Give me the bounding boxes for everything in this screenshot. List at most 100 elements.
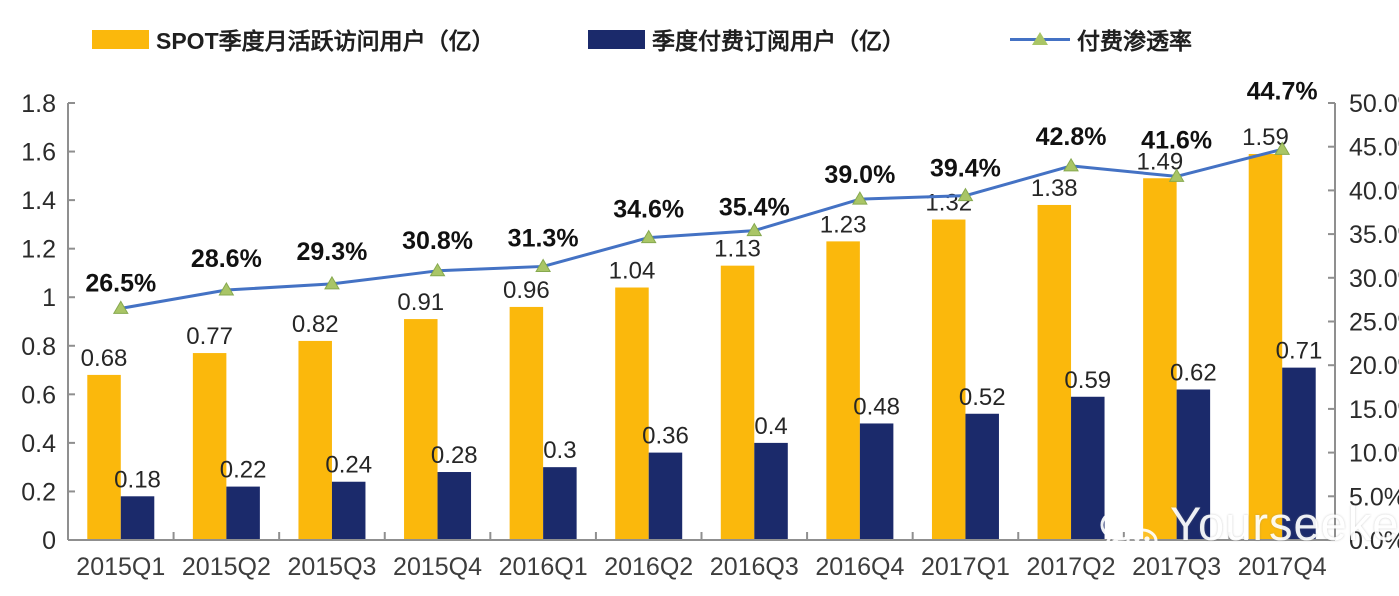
mau-value-label-2015Q1: 0.68	[81, 345, 128, 372]
penetration-value-label-2016Q2: 34.6%	[613, 196, 684, 224]
mau-bar-2015Q2	[192, 353, 227, 540]
mau-value-label-2015Q2: 0.77	[186, 323, 233, 350]
left-axis-tick-label: 0.8	[21, 333, 56, 361]
x-axis-label-2017Q4: 2017Q4	[1238, 553, 1327, 581]
subs-value-label-2015Q4: 0.28	[431, 442, 478, 469]
subs-value-label-2017Q3: 0.62	[1170, 359, 1217, 386]
right-axis-tick-label: 0.0%	[1349, 527, 1399, 555]
penetration-legend-swatch	[1010, 29, 1070, 49]
subs-bar-2015Q2	[226, 486, 260, 540]
right-axis-tick-label: 5.0%	[1349, 483, 1399, 511]
subs-value-label-2015Q1: 0.18	[114, 466, 161, 493]
penetration-value-label-2017Q4: 44.7%	[1247, 77, 1318, 105]
subs-value-label-2017Q1: 0.52	[959, 384, 1006, 411]
legend-item-penetration: 付费渗透率	[1010, 22, 1192, 56]
penetration-marker-2015Q1	[112, 300, 129, 314]
right-axis-tick-label: 35.0%	[1349, 221, 1399, 249]
penetration-marker-2016Q4	[852, 191, 868, 205]
left-axis-tick-label: 0.4	[21, 430, 56, 458]
mau-bar-2016Q3	[720, 265, 755, 540]
x-axis-label-2017Q2: 2017Q2	[1027, 553, 1116, 581]
mau-value-label-2015Q4: 0.91	[397, 289, 444, 316]
mau-legend-label: SPOT季度月活跃访问用户（亿）	[156, 28, 495, 54]
penetration-legend-label: 付费渗透率	[1077, 28, 1192, 54]
right-axis-tick-label: 20.0%	[1349, 352, 1399, 380]
mau-value-label-2016Q3: 1.13	[714, 236, 761, 263]
penetration-marker-2017Q3	[1168, 168, 1185, 182]
left-axis-tick-label: 1	[42, 284, 56, 312]
subs-value-label-2016Q1: 0.3	[543, 437, 576, 464]
mau-bar-2015Q1	[87, 374, 121, 540]
x-axis-label-2017Q1: 2017Q1	[921, 553, 1010, 581]
right-axis-tick-label: 10.0%	[1349, 440, 1399, 468]
penetration-marker-2015Q3	[324, 275, 340, 290]
penetration-value-label-2015Q2: 28.6%	[191, 245, 262, 273]
right-axis-tick-label: 45.0%	[1349, 134, 1399, 162]
x-axis-label-2015Q2: 2015Q2	[182, 553, 271, 581]
penetration-marker-2015Q2	[218, 282, 235, 296]
subscribers-legend-label: 季度付费订阅用户（亿）	[652, 28, 905, 54]
right-axis-tick-label: 25.0%	[1349, 309, 1399, 337]
x-axis-label-2015Q4: 2015Q4	[393, 553, 482, 581]
left-axis-tick-label: 0	[42, 527, 56, 555]
penetration-value-label-2015Q1: 26.5%	[85, 269, 156, 297]
left-axis-tick-label: 1.6	[21, 139, 56, 167]
mau-bar-2017Q3	[1143, 178, 1177, 540]
subs-bar-2017Q2	[1071, 396, 1105, 540]
penetration-marker-2017Q1	[957, 187, 974, 202]
subs-value-label-2017Q4: 0.71	[1276, 338, 1323, 365]
penetration-value-label-2016Q4: 39.0%	[824, 161, 895, 189]
subs-bar-2016Q1	[543, 467, 577, 540]
subs-value-label-2016Q4: 0.48	[853, 393, 900, 420]
mau-bar-2017Q4	[1248, 153, 1283, 540]
penetration-marker-2015Q4	[429, 262, 446, 277]
left-axis-tick-label: 1.2	[21, 236, 56, 264]
subs-value-label-2016Q3: 0.4	[754, 413, 787, 440]
mau-bar-2015Q3	[298, 340, 332, 540]
mau-value-label-2016Q4: 1.23	[820, 211, 867, 238]
penetration-value-label-2016Q3: 35.4%	[719, 194, 790, 222]
penetration-value-label-2017Q2: 42.8%	[1036, 123, 1107, 151]
mau-bar-2015Q4	[404, 319, 438, 540]
subs-bar-2015Q1	[120, 496, 155, 540]
subs-bar-2017Q4	[1282, 367, 1316, 540]
mau-bar-2017Q1	[931, 219, 966, 541]
x-axis-label-2016Q3: 2016Q3	[710, 553, 799, 581]
left-axis-tick-label: 1.8	[21, 90, 56, 118]
penetration-value-label-2016Q1: 31.3%	[508, 224, 579, 252]
penetration-marker-2016Q1	[535, 258, 551, 272]
mau-legend-swatch	[92, 29, 149, 49]
right-axis-tick-label: 30.0%	[1349, 265, 1399, 293]
legend-item-subscribers: 季度付费订阅用户（亿）	[588, 22, 905, 56]
subs-bar-2016Q4	[859, 423, 894, 540]
penetration-value-label-2017Q1: 39.4%	[930, 155, 1001, 183]
mau-bar-2016Q4	[826, 241, 860, 540]
subs-value-label-2015Q3: 0.24	[325, 452, 372, 479]
mau-bar-2016Q2	[615, 287, 649, 540]
subs-bar-2015Q4	[437, 472, 472, 540]
left-axis-tick-label: 1.4	[21, 187, 56, 215]
x-axis-label-2015Q1: 2015Q1	[76, 553, 165, 581]
penetration-value-label-2015Q3: 29.3%	[297, 238, 368, 266]
mau-bar-2016Q1	[509, 306, 544, 540]
subs-bar-2017Q1	[965, 413, 999, 540]
mau-value-label-2015Q3: 0.82	[292, 311, 339, 338]
subs-bar-2015Q3	[331, 481, 366, 540]
right-axis-tick-label: 15.0%	[1349, 396, 1399, 424]
penetration-value-label-2017Q3: 41.6%	[1141, 126, 1212, 154]
penetration-value-label-2015Q4: 30.8%	[402, 227, 473, 255]
subs-bar-2016Q2	[648, 452, 683, 540]
x-axis-label-2015Q3: 2015Q3	[287, 553, 376, 581]
mau-value-label-2016Q1: 0.96	[503, 277, 550, 304]
left-axis-tick-label: 0.2	[21, 478, 56, 506]
right-axis-tick-label: 40.0%	[1349, 177, 1399, 205]
x-axis-label-2016Q4: 2016Q4	[815, 553, 904, 581]
mau-value-label-2017Q2: 1.38	[1031, 175, 1078, 202]
subscribers-legend-swatch	[588, 29, 645, 49]
mau-value-label-2016Q2: 1.04	[609, 258, 656, 285]
penetration-marker-2017Q2	[1063, 157, 1079, 172]
right-axis-tick-label: 50.0%	[1349, 90, 1399, 118]
subs-value-label-2015Q2: 0.22	[220, 457, 267, 484]
